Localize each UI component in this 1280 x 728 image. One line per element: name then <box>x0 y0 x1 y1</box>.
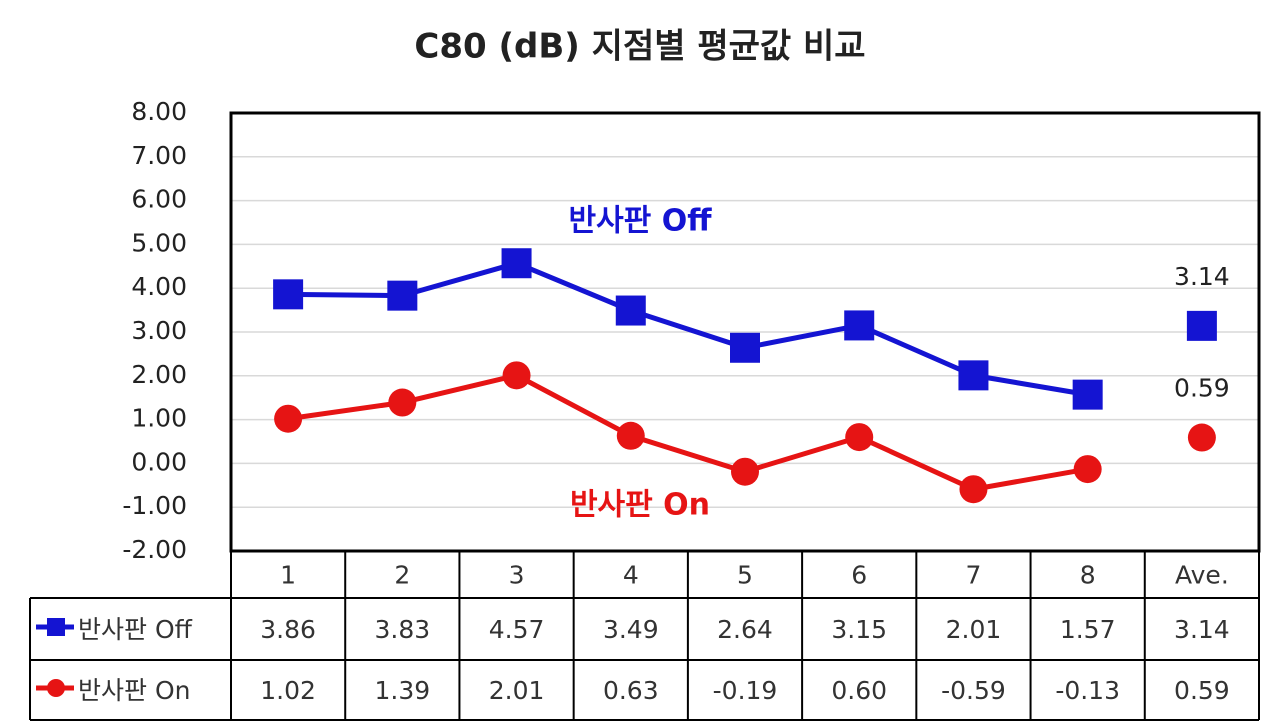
legend-marker <box>47 618 65 636</box>
table-value: -0.59 <box>941 676 1006 705</box>
marker <box>274 404 303 433</box>
y-tick-label: 8.00 <box>131 97 187 126</box>
series-line <box>287 372 1089 492</box>
table-value: 1.02 <box>260 676 316 705</box>
legend-label: 반사판 Off <box>78 615 193 644</box>
legend-label: 반사판 On <box>78 676 190 705</box>
marker <box>615 295 646 326</box>
plot-border <box>229 111 1261 553</box>
table-value: 1.57 <box>1060 615 1116 644</box>
chart-title: C80 (dB) 지점별 평균값 비교 <box>414 27 865 67</box>
table-value: 1.39 <box>374 676 430 705</box>
legend-marker <box>47 679 65 697</box>
x-tick-label: 6 <box>851 561 867 590</box>
table-value: 3.15 <box>831 615 887 644</box>
table-value: 0.59 <box>1174 676 1230 705</box>
x-tick-label: 3 <box>509 561 525 590</box>
table-value: 3.83 <box>374 615 430 644</box>
y-tick-label: 4.00 <box>131 272 187 301</box>
y-tick-label: 6.00 <box>131 185 187 214</box>
y-tick-label: -2.00 <box>122 535 187 564</box>
y-tick-label: 1.00 <box>131 404 187 433</box>
marker <box>730 332 760 363</box>
data-label: 3.14 <box>1174 262 1230 291</box>
series-line <box>288 260 1089 398</box>
table-value: 2.64 <box>717 615 773 644</box>
x-tick-label: Ave. <box>1175 561 1229 590</box>
marker <box>959 475 988 504</box>
marker <box>845 423 874 452</box>
marker <box>387 280 418 311</box>
x-tick-label: 4 <box>623 561 639 590</box>
table-value: 2.01 <box>946 615 1002 644</box>
marker <box>388 388 417 417</box>
y-tick-label: -1.00 <box>122 491 187 520</box>
y-tick-label: 2.00 <box>131 360 187 389</box>
marker <box>501 248 532 279</box>
marker <box>1072 379 1103 410</box>
data-label: 0.59 <box>1174 374 1230 403</box>
marker <box>1187 423 1216 452</box>
x-tick-label: 7 <box>965 561 981 590</box>
x-tick-label: 5 <box>737 561 753 590</box>
x-tick-label: 8 <box>1080 561 1096 590</box>
table-value: 3.14 <box>1174 615 1230 644</box>
series-annotation: 반사판 On <box>570 488 710 523</box>
table-value: 0.63 <box>603 676 659 705</box>
x-tick-label: 2 <box>394 561 410 590</box>
marker <box>958 360 989 391</box>
y-tick-label: 3.00 <box>131 316 187 345</box>
marker <box>616 421 645 450</box>
marker <box>1073 455 1102 484</box>
table-value: 2.01 <box>489 676 545 705</box>
table-value: 3.86 <box>260 615 316 644</box>
table-value: -0.19 <box>713 676 778 705</box>
table-value: -0.13 <box>1055 676 1120 705</box>
table-value: 0.60 <box>831 676 887 705</box>
y-tick-label: 7.00 <box>131 141 187 170</box>
y-tick-label: 0.00 <box>131 447 187 476</box>
y-tick-label: 5.00 <box>131 228 187 257</box>
x-tick-label: 1 <box>280 561 296 590</box>
marker <box>731 457 759 486</box>
table-value: 4.57 <box>489 615 545 644</box>
series-annotation: 반사판 Off <box>568 204 712 239</box>
marker <box>502 361 531 390</box>
table-value: 3.49 <box>603 615 659 644</box>
marker <box>1186 310 1217 341</box>
marker <box>844 310 875 341</box>
marker <box>273 279 304 310</box>
